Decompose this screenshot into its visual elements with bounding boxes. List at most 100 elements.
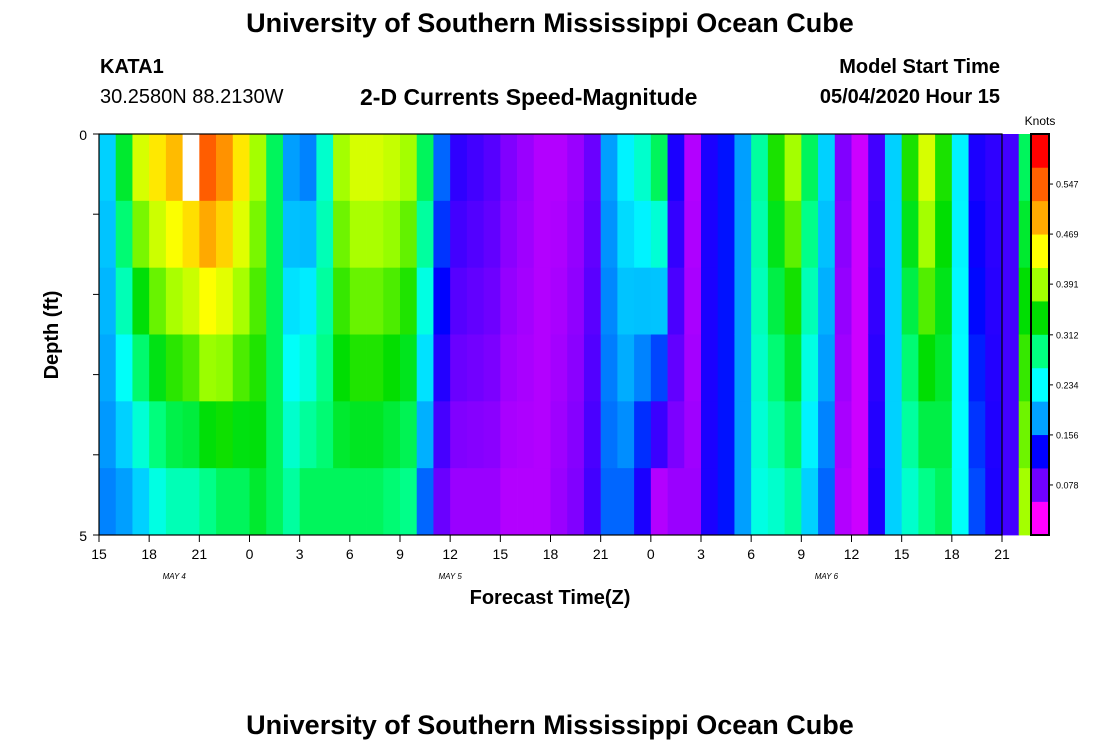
heatmap-cell (383, 134, 401, 202)
colorbar-segment (1031, 234, 1049, 268)
heatmap-cell (199, 468, 217, 536)
heatmap-cell (901, 267, 919, 335)
heatmap-cell (165, 468, 184, 536)
heatmap-cell (834, 200, 852, 269)
heatmap-cell (199, 334, 217, 402)
heatmap-cell (249, 401, 267, 469)
heatmap-cell (132, 468, 150, 536)
heatmap-cell (583, 200, 602, 269)
heatmap-cell (868, 401, 886, 469)
heatmap-cell (149, 267, 167, 335)
heatmap-cell (767, 267, 786, 335)
heatmap-cell (901, 468, 919, 536)
heatmap-cell (366, 468, 384, 536)
heatmap-cell (567, 200, 585, 269)
heatmap-cell (701, 334, 719, 402)
heatmap-cell (851, 334, 869, 402)
heatmap-cell (717, 401, 735, 469)
heatmap-cell (433, 401, 451, 469)
heatmap-cell (634, 468, 652, 536)
heatmap-cell (232, 468, 250, 536)
heatmap-cell (249, 468, 267, 536)
heatmap-cell (550, 468, 568, 536)
x-tick-label: 0 (647, 546, 655, 562)
heatmap-cell (935, 334, 953, 402)
heatmap-cell (132, 401, 150, 469)
heatmap-cell (684, 401, 702, 469)
heatmap-cell (751, 334, 769, 402)
heatmap-cell (466, 200, 485, 269)
heatmap-cell (316, 134, 334, 202)
page-title: University of Southern Mississippi Ocean… (246, 8, 854, 38)
heatmap-cell (801, 468, 819, 536)
heatmap-cell (533, 267, 551, 335)
heatmap-cell (751, 267, 769, 335)
heatmap-cell (282, 200, 301, 269)
heatmap-cell (500, 200, 518, 269)
heatmap-cell (600, 334, 618, 402)
heatmap-cell (868, 200, 886, 269)
heatmap-cell (416, 267, 434, 335)
heatmap-cell (517, 200, 535, 269)
station-id: KATA1 (100, 56, 164, 78)
heatmap-cell (767, 334, 786, 402)
heatmap-cell (918, 468, 936, 536)
heatmap-cell (717, 134, 735, 202)
heatmap-cell (868, 134, 886, 202)
heatmap-cell (901, 134, 919, 202)
heatmap-cell (400, 334, 418, 402)
heatmap-cell (600, 134, 618, 202)
heatmap-cell (650, 334, 668, 402)
heatmap-cell (767, 401, 786, 469)
heatmap-cell (634, 134, 652, 202)
heatmap-cell (667, 401, 685, 469)
heatmap-cell (149, 200, 167, 269)
date-label: MAY 4 (163, 572, 187, 581)
heatmap-cell (199, 134, 217, 202)
heatmap-cell (450, 267, 468, 335)
x-axis: 15 18 21 0 3 6 9 12 15 18 21 0 3 6 9 12 15 18 21 MAY 4 MAY 5… (91, 535, 1010, 581)
heatmap-cell (483, 134, 501, 202)
heatmap-cell (450, 200, 468, 269)
colorbar-segment (1031, 367, 1049, 402)
heatmap-cell (784, 401, 802, 469)
heatmap-cell (650, 468, 668, 536)
heatmap-cell (650, 200, 668, 269)
heatmap-cell (751, 134, 769, 202)
y-axis-label: Depth (ft) (41, 291, 63, 380)
heatmap-cell (316, 200, 334, 269)
heatmap-cell (935, 267, 953, 335)
heatmap-cell (884, 200, 903, 269)
heatmap-cell (366, 134, 384, 202)
heatmap-cell (701, 401, 719, 469)
heatmap-cell (115, 200, 133, 269)
heatmap-cell (216, 200, 234, 269)
x-tick-label: 21 (994, 546, 1010, 562)
heatmap-cell (684, 334, 702, 402)
x-tick-label: 6 (346, 546, 354, 562)
heatmap-cell (533, 401, 551, 469)
heatmap-cell (951, 468, 969, 536)
heatmap-cell (333, 200, 351, 269)
colorbar-segment (1031, 401, 1049, 436)
heatmap-cell (951, 334, 969, 402)
heatmap-cell (1002, 200, 1020, 269)
heatmap-cell (450, 134, 468, 202)
heatmap-cell (349, 334, 367, 402)
heatmap-cell (1002, 134, 1020, 202)
heatmap-cell (149, 468, 167, 536)
heatmap-cell (517, 468, 535, 536)
heatmap-cell (349, 401, 367, 469)
heatmap-cell (383, 267, 401, 335)
heatmap-cell (483, 468, 501, 536)
heatmap-cell (416, 401, 434, 469)
heatmap-cell (617, 134, 635, 202)
heatmap-cell (617, 401, 635, 469)
heatmap-cell (349, 468, 367, 536)
heatmap-cell (517, 334, 535, 402)
heatmap-cell (182, 267, 200, 335)
heatmap-cell (249, 334, 267, 402)
heatmap-cell (249, 267, 267, 335)
heatmap-cell (567, 134, 585, 202)
heatmap-cell (784, 468, 802, 536)
